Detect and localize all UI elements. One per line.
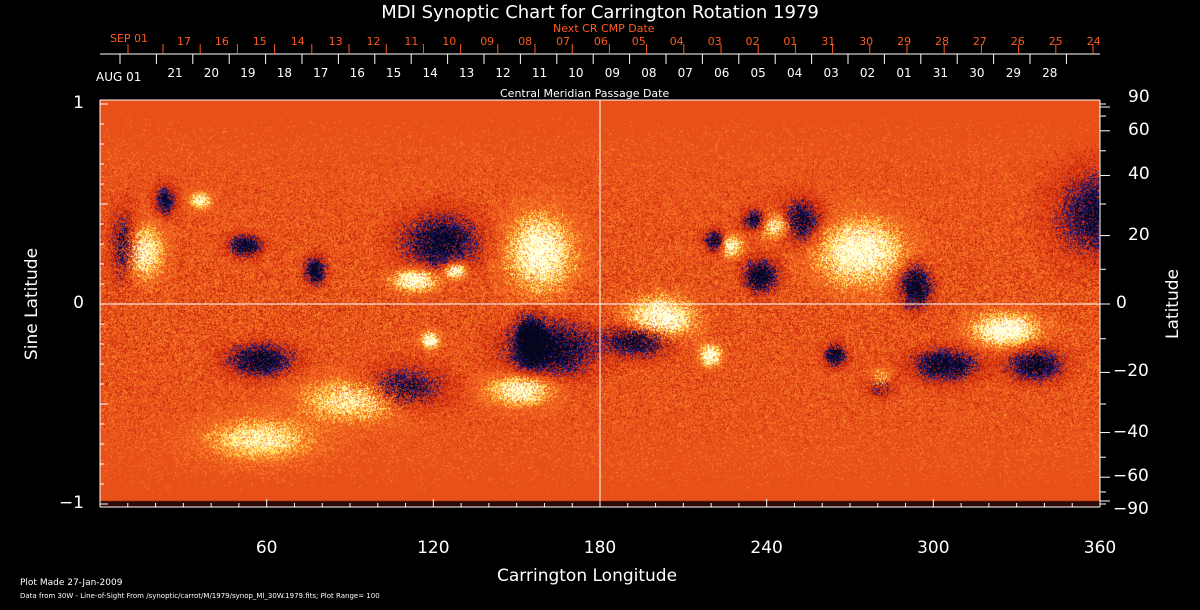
y-tick-label-right: 60	[1128, 119, 1150, 140]
cmp-date-label: 29	[1005, 66, 1021, 80]
data-source-note: Data from 30W - Line-of-Sight From /syno…	[20, 592, 380, 600]
next-cmp-date-label: 24	[1086, 35, 1101, 48]
next-cmp-date-label: 29	[897, 35, 912, 48]
top-axis-label-cmp: Central Meridian Passage Date	[500, 87, 670, 100]
y-tick-label-left: 1	[73, 93, 84, 113]
plot-made-note: Plot Made 27-Jan-2009	[20, 578, 123, 588]
next-cmp-date-label: 13	[328, 35, 343, 48]
bottom-month-label: AUG 01	[96, 70, 142, 84]
next-cmp-date-label: 10	[442, 35, 457, 48]
cmp-date-label: 19	[240, 66, 256, 80]
cmp-date-label: 07	[677, 66, 693, 80]
cmp-date-label: 02	[859, 66, 876, 80]
next-cmp-date-label: 31	[821, 35, 836, 48]
next-cmp-date-label: 28	[935, 35, 949, 48]
y-tick-label-right: −90	[1113, 499, 1149, 519]
cmp-date-label: 20	[203, 66, 220, 80]
y-tick-label-right: 40	[1128, 164, 1150, 185]
cmp-date-label: 21	[167, 66, 183, 80]
y-axis-label-left: Sine Latitude	[22, 247, 42, 361]
y-tick-label-right: 0	[1116, 293, 1127, 313]
cmp-date-label: 28	[1042, 66, 1058, 80]
next-cmp-date-label: 12	[366, 35, 381, 48]
x-tick-label: 240	[750, 538, 783, 558]
y-tick-label-right: −40	[1113, 421, 1149, 442]
cmp-date-label: 08	[641, 66, 657, 80]
next-cmp-date-label: 07	[556, 35, 570, 48]
cmp-date-label: 11	[531, 66, 548, 80]
cmp-date-label: 01	[896, 66, 912, 80]
x-tick-label: 300	[917, 538, 950, 558]
y-axis-label-right: Latitude	[1163, 269, 1183, 339]
y-tick-label-right: 90	[1128, 87, 1150, 107]
y-tick-label-right: 20	[1128, 224, 1150, 245]
x-tick-label: 180	[583, 538, 617, 558]
next-cmp-date-label: 09	[480, 35, 495, 48]
next-cmp-date-label: 02	[745, 35, 760, 48]
next-cmp-date-label: 26	[1010, 35, 1025, 48]
next-cmp-date-label: 27	[972, 35, 987, 48]
cmp-date-label: 03	[823, 66, 839, 80]
cmp-date-label: 06	[714, 66, 730, 80]
y-tick-label-left: 0	[73, 293, 84, 313]
top-axis-label-next-cr: Next CR CMP Date	[553, 22, 655, 35]
top-month-label: SEP 01	[110, 32, 149, 45]
cmp-date-label: 09	[604, 66, 621, 80]
next-cmp-date-label: 08	[518, 35, 533, 48]
chart-title: MDI Synoptic Chart for Carrington Rotati…	[381, 2, 819, 23]
x-axis-label: Carrington Longitude	[497, 566, 678, 586]
cmp-date-label: 30	[969, 66, 985, 80]
cmp-date-label: 15	[386, 66, 402, 80]
cmp-date-label: 16	[349, 66, 365, 80]
cmp-date-label: 31	[932, 66, 949, 80]
next-cmp-date-label: 05	[631, 35, 646, 48]
cmp-date-label: 13	[458, 66, 475, 80]
cmp-date-label: 12	[495, 66, 511, 80]
next-cmp-date-label: 14	[290, 35, 305, 48]
next-cmp-date-label: 11	[404, 35, 419, 48]
cmp-date-label: 05	[750, 66, 766, 80]
x-tick-label: 120	[417, 538, 450, 558]
x-tick-label: 60	[255, 538, 278, 558]
cmp-date-label: 10	[568, 66, 584, 80]
y-tick-label-right: −20	[1113, 361, 1149, 382]
y-tick-label-left: −1	[58, 493, 84, 513]
next-cmp-date-label: 16	[214, 35, 229, 48]
next-cmp-date-label: 30	[859, 35, 874, 48]
next-cmp-date-label: 17	[177, 35, 191, 48]
next-cmp-date-label: 15	[252, 35, 267, 48]
next-cmp-date-label: 01	[783, 35, 798, 48]
cmp-date-label: 17	[313, 66, 329, 80]
cmp-date-label: 14	[422, 66, 438, 80]
next-cmp-date-label: 06	[593, 35, 608, 48]
y-tick-label-right: −60	[1113, 466, 1149, 487]
cmp-date-label: 18	[276, 66, 292, 80]
x-tick-label: 360	[1083, 538, 1117, 558]
cmp-date-label: 04	[787, 66, 803, 80]
next-cmp-date-label: 25	[1048, 35, 1063, 48]
next-cmp-date-label: 03	[707, 35, 722, 48]
next-cmp-date-label: 04	[669, 35, 684, 48]
